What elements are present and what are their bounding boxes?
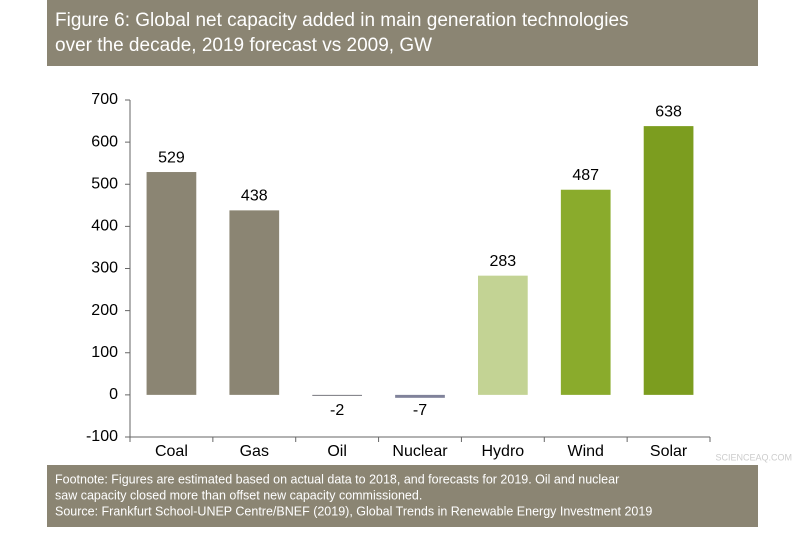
x-tick-label: Hydro (482, 443, 525, 460)
value-label: -2 (330, 402, 344, 419)
header-band (47, 0, 758, 66)
x-tick-label: Oil (327, 443, 347, 460)
y-tick-label: 100 (91, 344, 118, 361)
watermark: SCIENCEAQ.COM (715, 452, 792, 462)
x-tick-label: Gas (240, 443, 269, 460)
bar (395, 394, 445, 398)
x-tick-label: Nuclear (392, 443, 448, 460)
bar (312, 394, 362, 396)
y-tick-label: 500 (91, 175, 118, 192)
y-tick-label: 200 (91, 302, 118, 319)
value-label: 283 (490, 253, 517, 270)
value-label: -7 (413, 402, 427, 419)
y-tick-label: 400 (91, 218, 118, 235)
x-tick-label: Wind (567, 443, 603, 460)
bar (478, 275, 528, 395)
footnote: saw capacity closed more than offset new… (55, 488, 422, 502)
y-tick-label: -100 (86, 428, 118, 445)
y-tick-label: 700 (91, 91, 118, 108)
value-label: 438 (241, 188, 268, 205)
x-tick-label: Solar (650, 443, 688, 460)
footer-band (47, 465, 758, 527)
chart-title: Figure 6: Global net capacity added in m… (55, 10, 629, 31)
bar (643, 126, 694, 395)
y-tick-label: 300 (91, 260, 118, 277)
bar (229, 210, 280, 395)
x-tick-label: Coal (155, 443, 188, 460)
chart-subtitle: over the decade, 2019 forecast vs 2009, … (55, 35, 432, 56)
bar (146, 172, 197, 395)
y-tick-label: 600 (91, 133, 118, 150)
value-label: 638 (655, 103, 682, 120)
bar (560, 189, 611, 395)
source: Source: Frankfurt School-UNEP Centre/BNE… (55, 504, 652, 518)
y-tick-label: 0 (109, 386, 118, 403)
value-label: 487 (572, 167, 599, 184)
value-label: 529 (158, 149, 185, 166)
footnote: Footnote: Figures are estimated based on… (55, 472, 619, 486)
